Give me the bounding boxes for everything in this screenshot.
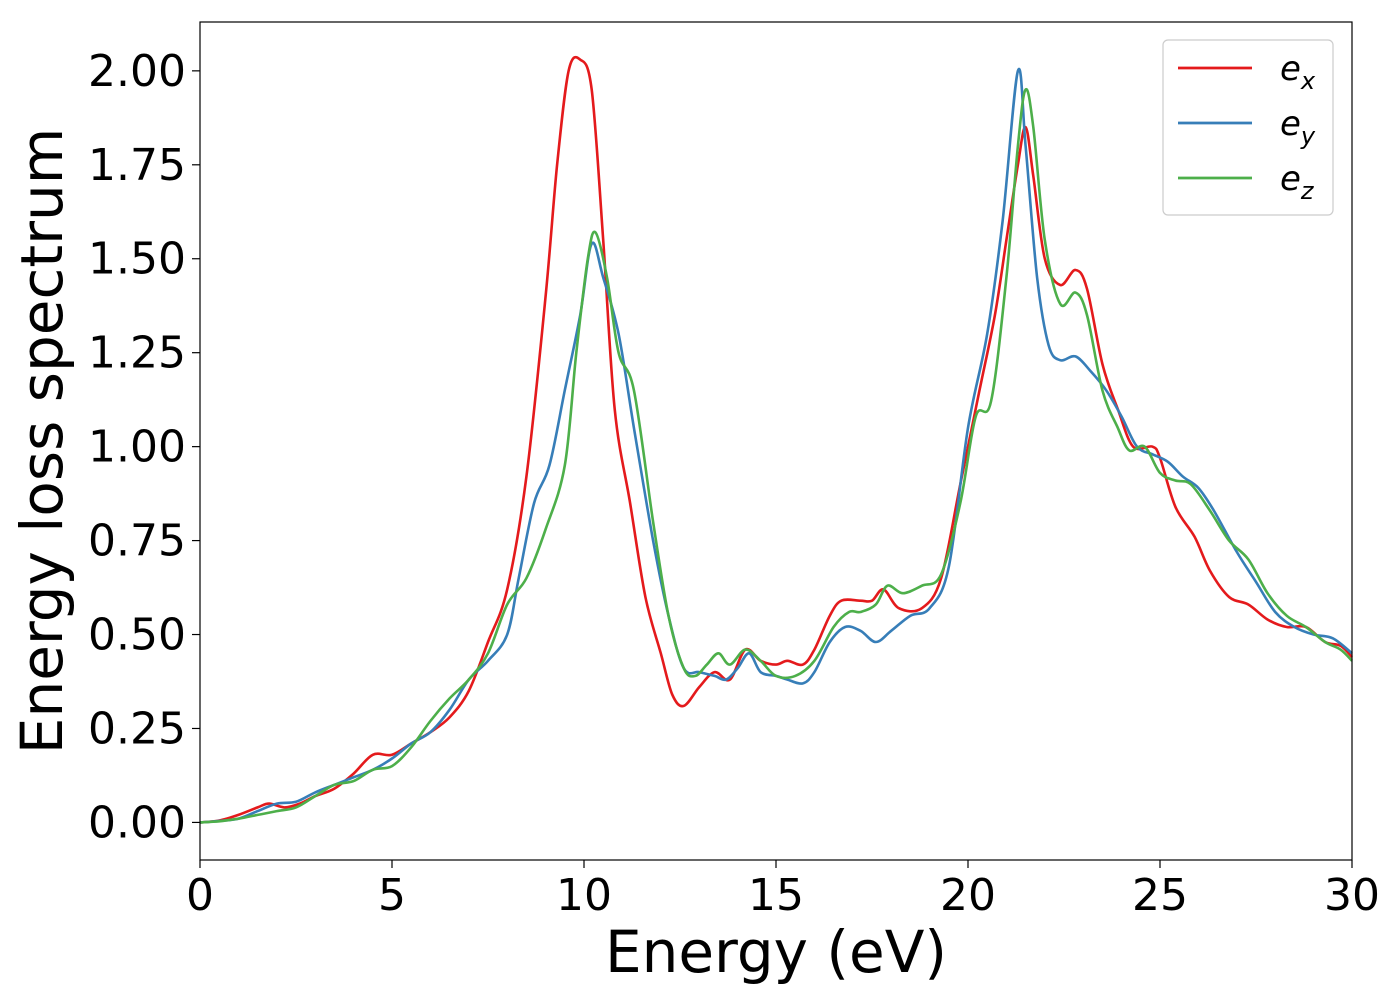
y-axis-ticks: 0.00 0.25 0.50 0.75 1.00 1.25 1.50 1.75 2.00 <box>88 46 200 848</box>
legend-box <box>1162 39 1334 216</box>
x-tick-label: 10 <box>556 870 612 921</box>
y-tick-label: 0.75 <box>88 516 186 567</box>
legend-label-x: ex <box>1280 49 1316 95</box>
x-tick-label: 5 <box>378 870 406 921</box>
x-axis-ticks: 0 5 10 15 20 25 30 <box>186 860 1380 921</box>
y-tick-label: 1.50 <box>88 234 186 285</box>
y-axis-title: Energy loss spectrum <box>8 128 76 754</box>
plot-lines <box>199 55 1353 824</box>
legend-label-subscript: z <box>1300 177 1315 205</box>
legend-label-subscript: x <box>1300 67 1316 95</box>
y-tick-label: 0.50 <box>88 610 186 661</box>
y-tick-label: 0.00 <box>88 797 186 848</box>
y-tick-label: 1.25 <box>88 328 186 379</box>
y-tick-label: 1.75 <box>88 140 186 191</box>
x-tick-label: 0 <box>186 870 214 921</box>
x-axis-title: Energy (eV) <box>605 918 947 986</box>
x-tick-label: 20 <box>940 870 996 921</box>
x-tick-label: 25 <box>1132 870 1188 921</box>
x-tick-label: 30 <box>1324 870 1380 921</box>
series-line-z <box>199 88 1353 824</box>
legend-label-base: e <box>1280 159 1301 199</box>
legend-label-y: ey <box>1280 104 1316 150</box>
y-tick-label: 1.00 <box>88 422 186 473</box>
series-line-y <box>199 67 1353 824</box>
legend-label-subscript: y <box>1300 122 1316 150</box>
x-tick-label: 15 <box>748 870 804 921</box>
legend-label-z: ez <box>1280 159 1315 205</box>
y-tick-label: 2.00 <box>88 46 186 97</box>
legend-label-base: e <box>1280 104 1301 144</box>
legend-label-base: e <box>1280 49 1301 89</box>
y-tick-label: 0.25 <box>88 703 186 754</box>
